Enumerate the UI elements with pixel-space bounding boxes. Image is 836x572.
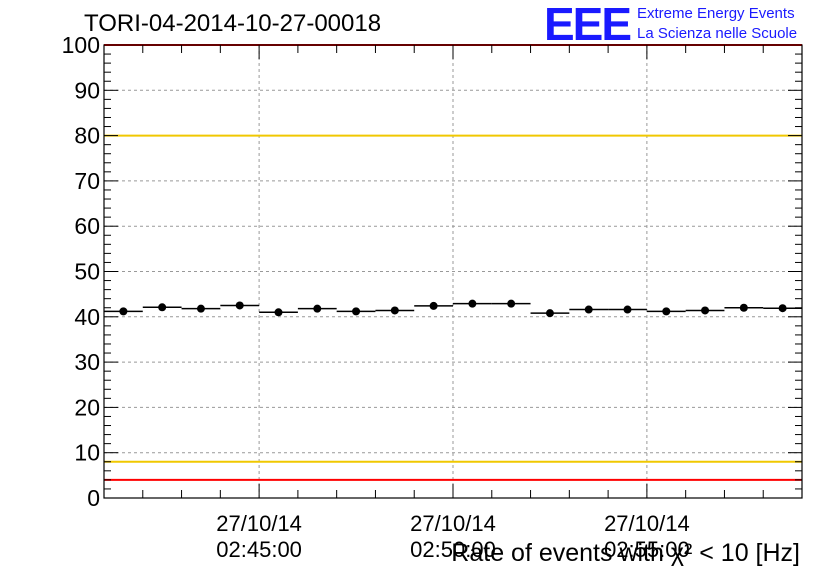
data-point [297,304,337,313]
data-point [259,308,298,317]
y-tick-label: 80 [74,123,100,149]
data-point-marker [507,299,516,308]
run-title: TORI-04-2014-10-27-00018 [84,10,382,37]
data-point-marker [390,306,399,315]
data-point-marker [158,303,167,312]
y-tick-label: 60 [74,213,100,239]
data-point [181,304,221,313]
data-point [646,307,686,316]
y-tick-label: 100 [62,32,100,58]
x-tick-label-time: 02:50:00 [410,537,496,562]
y-tick-label: 50 [74,259,100,285]
data-point-marker [196,304,205,313]
data-point-marker [313,304,322,313]
logo-text-line1: Extreme Energy Events [637,5,795,22]
data-point [608,305,647,314]
data-point [569,305,609,314]
data-point-marker [235,301,244,310]
y-tick-label: 0 [87,485,100,511]
x-tick-label-time: 02:45:00 [216,537,302,562]
data-point [530,309,570,318]
data-point-marker [468,299,477,308]
data-point [491,299,531,308]
x-axis-label: Rate of events with χ² < 10 [Hz] [451,539,800,567]
data-point [375,306,415,315]
data-point-marker [662,307,671,316]
data-point-marker [274,308,283,317]
x-tick-label-date: 27/10/14 [604,511,690,536]
data-point-marker [701,306,710,315]
y-tick-label: 90 [74,77,100,103]
y-tick-label: 40 [74,304,100,330]
data-point-marker [119,307,128,316]
data-point-marker [623,305,632,314]
x-tick-label-date: 27/10/14 [216,511,302,536]
y-tick-label: 10 [74,440,100,466]
data-point-marker [352,307,361,316]
x-tick-label-date: 27/10/14 [410,511,496,536]
y-tick-label: 70 [74,168,100,194]
data-point-marker [545,309,554,318]
y-tick-label: 30 [74,349,100,375]
data-point [336,307,376,316]
data-point [724,303,764,312]
data-point-marker [778,304,787,313]
data-point [453,299,492,308]
data-point [763,304,802,313]
data-point-marker [739,303,748,312]
data-point [685,306,725,315]
eee-logo: EEE Extreme Energy Events La Scienza nel… [544,0,836,50]
data-point [220,301,260,310]
data-point [104,307,143,316]
data-point [142,303,182,312]
logo-text-line2: La Scienza nelle Scuole [637,25,798,42]
data-point [414,301,453,310]
data-point-marker [584,305,593,314]
data-point-marker [429,301,438,310]
x-tick-label-time: 02:55:00 [604,537,690,562]
eee-logo-mark: EEE [544,0,632,50]
y-tick-label: 20 [74,394,100,420]
